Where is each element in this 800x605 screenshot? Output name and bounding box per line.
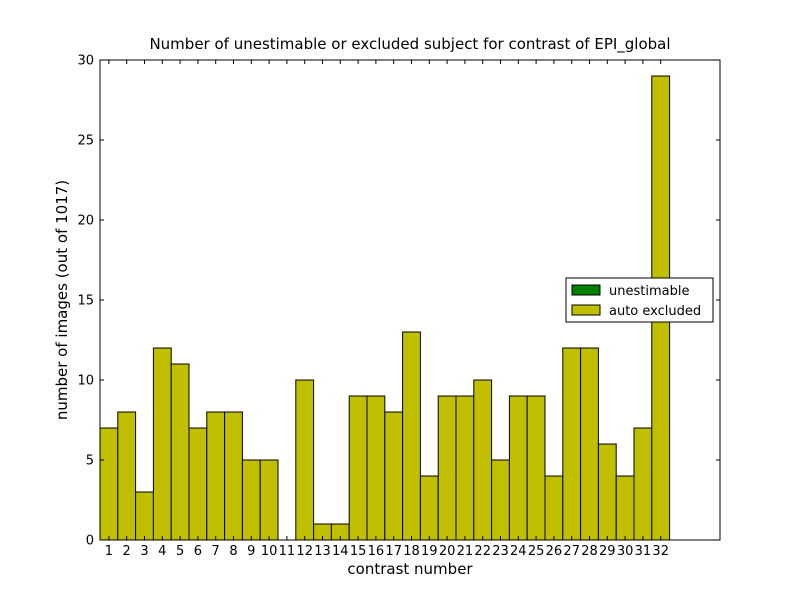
bar-auto-excluded-10 [259, 459, 279, 541]
bar-auto-excluded-2 [117, 411, 137, 541]
x-tick-label: 17 [385, 544, 402, 559]
y-tick-label: 20 [77, 214, 94, 229]
bar-auto-excluded-26 [544, 475, 564, 541]
legend: unestimable auto excluded [565, 277, 714, 323]
x-tick-label: 21 [457, 544, 474, 559]
x-axis-ticks: 1 2 3 4 5 6 7 8 9 10 11 12 13 14 15 16 17 18 19 20 21 22 23 24 2… [105, 60, 669, 559]
bar-auto-excluded-3 [135, 491, 154, 541]
bar-auto-excluded-31 [633, 427, 653, 541]
x-tick-label: 13 [314, 544, 331, 559]
x-tick-label: 12 [296, 544, 313, 559]
x-tick-label: 3 [140, 544, 148, 559]
x-tick-label: 28 [581, 544, 598, 559]
x-tick-label: 19 [421, 544, 438, 559]
y-tick-label: 15 [77, 294, 94, 309]
x-tick-label: 30 [617, 544, 634, 559]
bar-auto-excluded-30 [615, 475, 635, 541]
x-tick-label: 1 [105, 544, 113, 559]
y-tick-label: 30 [77, 54, 94, 69]
bar-auto-excluded-6 [188, 427, 208, 541]
bar-auto-excluded-15 [348, 395, 368, 541]
bar-auto-excluded-7 [206, 411, 226, 541]
x-tick-label: 26 [546, 544, 563, 559]
bars-layer [99, 75, 671, 541]
bar-auto-excluded-21 [455, 395, 475, 541]
bar-auto-excluded-18 [402, 331, 421, 541]
x-tick-label: 20 [439, 544, 456, 559]
x-tick-label: 6 [194, 544, 202, 559]
x-tick-label: 5 [176, 544, 184, 559]
x-tick-label: 14 [332, 544, 349, 559]
x-tick-label: 18 [403, 544, 420, 559]
x-tick-label: 9 [247, 544, 255, 559]
x-tick-label: 2 [123, 544, 131, 559]
y-tick-label: 25 [77, 134, 94, 149]
y-tick-label: 5 [86, 454, 94, 469]
legend-swatch-auto-excluded [571, 304, 601, 316]
x-tick-label: 7 [212, 544, 220, 559]
y-tick-label: 10 [77, 374, 94, 389]
y-axis-ticks: 0 5 10 15 20 25 30 [77, 54, 720, 549]
x-tick-label: 4 [158, 544, 166, 559]
x-tick-label: 32 [652, 544, 669, 559]
x-tick-label: 16 [368, 544, 385, 559]
bar-auto-excluded-16 [366, 395, 386, 541]
legend-label-auto-excluded: auto excluded [609, 304, 701, 319]
x-tick-label: 29 [599, 544, 616, 559]
x-tick-label: 11 [279, 544, 296, 559]
y-tick-label: 0 [86, 534, 94, 549]
bar-auto-excluded-22 [473, 379, 493, 541]
bar-auto-excluded-8 [224, 411, 243, 541]
x-tick-label: 15 [350, 544, 367, 559]
bar-auto-excluded-5 [170, 363, 190, 541]
bar-auto-excluded-25 [526, 395, 546, 541]
x-axis-label: contrast number [347, 560, 473, 578]
x-tick-label: 23 [492, 544, 509, 559]
chart-title: Number of unestimable or excluded subjec… [149, 35, 670, 54]
bar-auto-excluded-20 [437, 395, 457, 541]
bar-auto-excluded-27 [562, 347, 582, 541]
bar-auto-excluded-17 [384, 411, 404, 541]
x-tick-label: 27 [563, 544, 580, 559]
bar-auto-excluded-24 [508, 395, 528, 541]
y-axis-label: number of images (out of 1017) [53, 180, 71, 420]
bar-auto-excluded-9 [241, 459, 261, 541]
bar-auto-excluded-23 [491, 459, 510, 541]
x-tick-label: 24 [510, 544, 527, 559]
legend-swatch-unestimable [571, 284, 601, 296]
x-tick-label: 22 [474, 544, 491, 559]
x-tick-label: 25 [528, 544, 545, 559]
x-tick-label: 31 [635, 544, 652, 559]
x-tick-label: 10 [261, 544, 278, 559]
bar-auto-excluded-28 [580, 347, 599, 541]
bar-auto-excluded-19 [419, 475, 439, 541]
x-tick-label: 8 [229, 544, 237, 559]
bar-auto-excluded-12 [295, 379, 315, 541]
bar-auto-excluded-1 [99, 427, 119, 541]
legend-label-unestimable: unestimable [609, 284, 689, 299]
bar-auto-excluded-29 [597, 443, 617, 541]
bar-auto-excluded-4 [152, 347, 172, 541]
